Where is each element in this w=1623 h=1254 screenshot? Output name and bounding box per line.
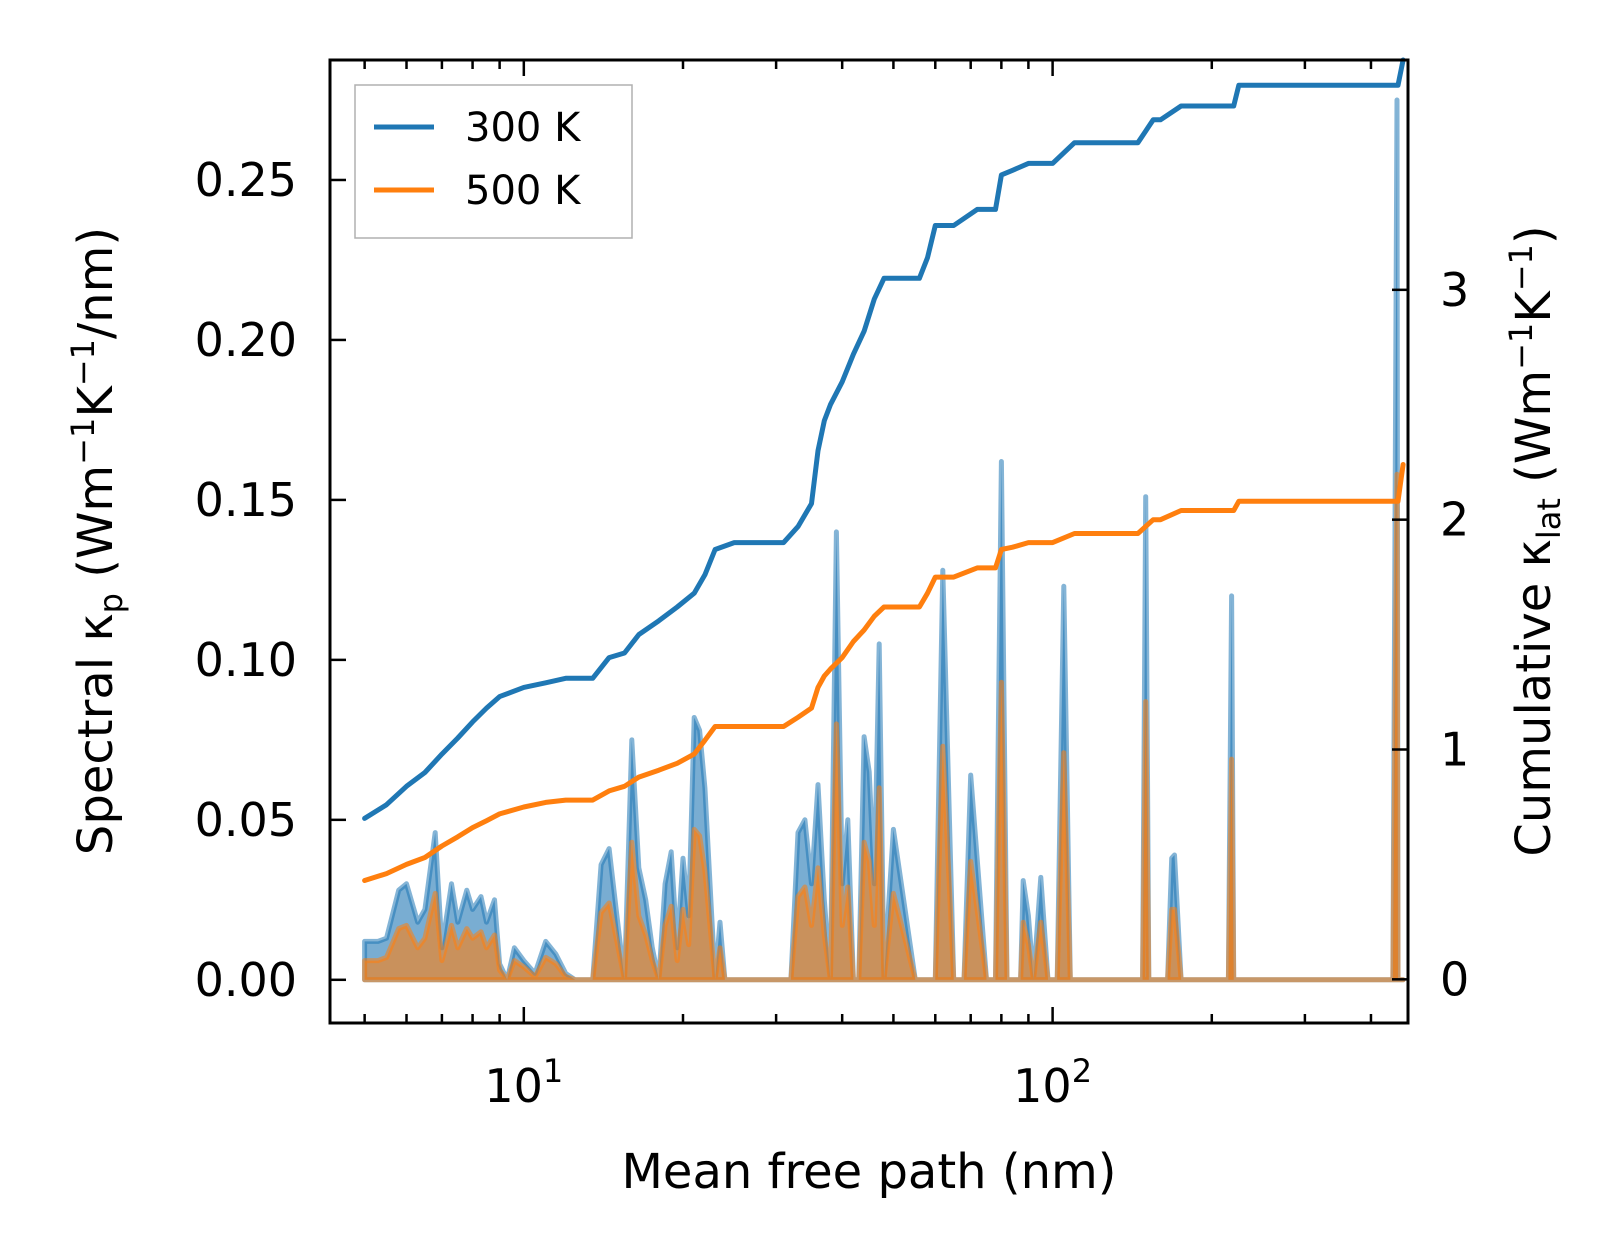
- right-axis-title: Cumulative κlat (Wm−1K−1): [1502, 225, 1568, 856]
- y-right-tick-label: 3: [1440, 263, 1469, 317]
- x-axis-title: Mean free path (nm): [622, 1144, 1117, 1200]
- right-axis-title-sup1: −1: [1502, 323, 1540, 370]
- spectral-fills: [362, 97, 1406, 983]
- area-500-k-spectral: [362, 471, 1406, 983]
- plot-area: [328, 57, 1410, 1025]
- left-axis-title-unit-close: /nm): [68, 227, 124, 339]
- right-axis-title-unit-mid: K: [1506, 290, 1562, 323]
- x-tick-label-base: 10: [484, 1059, 543, 1113]
- y-left-tick-label: 0.25: [195, 153, 297, 207]
- left-axis-title-sup1: −1: [64, 418, 102, 465]
- y-left-tick-label: 0.20: [195, 313, 297, 367]
- y-right-tick-label: 0: [1440, 952, 1469, 1006]
- y-left-tick-label: 0.00: [195, 953, 297, 1007]
- legend: 300 K 500 K: [354, 84, 633, 239]
- left-axis-title-sub: p: [92, 593, 130, 613]
- y-right-tick-label: 1: [1440, 722, 1469, 776]
- axis-ticks: [330, 60, 1408, 1023]
- line-500-k: [362, 462, 1406, 883]
- right-axis-title-main: Cumulative κ: [1506, 539, 1562, 857]
- left-axis-title-main: Spectral κ: [68, 613, 124, 855]
- legend-label-300k: 300 K: [465, 105, 582, 151]
- x-tick-label-base: 10: [1013, 1059, 1072, 1113]
- y-left-tick-label: 0.05: [195, 793, 297, 847]
- left-axis-title: Spectral κp (Wm−1K−1/nm): [64, 227, 130, 855]
- y-left-tick-label: 0.10: [195, 633, 297, 687]
- right-axis-title-unit-close: ): [1506, 225, 1562, 244]
- x-tick-label: 101: [484, 1052, 563, 1113]
- right-axis-title-sup2: −1: [1502, 244, 1540, 291]
- cumulative-lines: [362, 57, 1406, 883]
- x-tick-label-exp: 1: [543, 1052, 563, 1090]
- line-300-k: [362, 57, 1406, 821]
- right-axis-title-sub: lat: [1530, 498, 1568, 539]
- left-axis-title-unit-mid: K: [68, 385, 124, 418]
- x-tick-label-exp: 2: [1072, 1052, 1092, 1090]
- right-axis-title-unit-open: (Wm: [1506, 370, 1562, 498]
- left-axis-title-sup2: −1: [64, 339, 102, 386]
- left-axis-title-unit-open: (Wm: [68, 465, 124, 593]
- plot-frame: [328, 58, 1410, 1025]
- y-left-tick-label: 0.15: [195, 473, 297, 527]
- legend-label-500k: 500 K: [465, 168, 582, 214]
- legend-box: [354, 84, 633, 239]
- x-tick-label: 102: [1013, 1052, 1092, 1113]
- y-right-tick-label: 2: [1440, 493, 1469, 547]
